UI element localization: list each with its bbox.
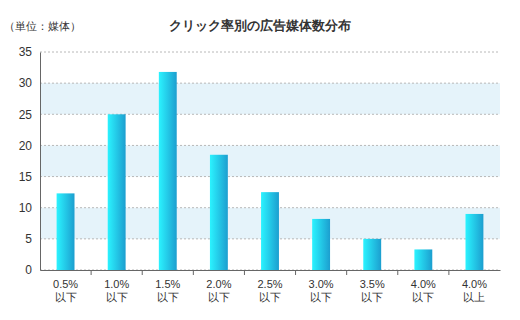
x-tick-label: 3.5%以下	[360, 278, 385, 303]
y-tick: 30	[19, 76, 40, 90]
x-tick-label: 4.0%以上	[462, 278, 487, 303]
y-tick: 25	[19, 108, 40, 122]
category-separator	[397, 270, 398, 275]
bar	[57, 193, 75, 270]
bar	[159, 72, 177, 270]
x-tick: 3.5%以下	[360, 270, 385, 303]
grid	[40, 52, 500, 270]
y-axis-title: （単位：媒体）	[4, 20, 81, 33]
category-separator	[142, 270, 143, 275]
x-tick: 1.0%以下	[104, 270, 129, 303]
y-tick: 5	[25, 232, 40, 246]
y-tick-label: 15	[19, 170, 33, 184]
y-axis: 0 5 10 15 20 25 30 35	[19, 45, 41, 277]
x-tick-label: 4.0%以下	[411, 278, 436, 303]
bar	[312, 219, 330, 270]
category-separators	[91, 270, 449, 275]
y-tick: 35	[19, 45, 40, 59]
y-tick: 0	[25, 263, 40, 277]
x-tick: 1.5%以下	[155, 270, 180, 303]
bar	[414, 249, 432, 270]
y-tick-label: 20	[19, 139, 33, 153]
grid-line	[40, 83, 500, 84]
y-tick-label: 25	[19, 108, 33, 122]
x-tick: 2.0%以下	[206, 270, 231, 303]
y-tick: 10	[19, 201, 40, 215]
x-tick-label: 1.0%以下	[104, 278, 129, 303]
bar	[210, 155, 228, 270]
x-axis-line	[41, 270, 501, 271]
bar	[108, 114, 126, 270]
category-separator	[448, 270, 449, 275]
x-tick-label: 3.0%以下	[309, 278, 334, 303]
y-tick: 15	[19, 170, 40, 184]
category-separator	[193, 270, 194, 275]
y-tick-label: 5	[25, 232, 32, 246]
grid-band	[40, 83, 500, 114]
x-tick: 4.0%以上	[462, 270, 487, 303]
category-separator	[295, 270, 296, 275]
category-separator	[346, 270, 347, 275]
x-tick-label: 2.0%以下	[206, 278, 231, 303]
x-tick: 3.0%以下	[309, 270, 334, 303]
y-tick-label: 0	[25, 263, 32, 277]
x-axis: 0.5%以下 1.0%以下 1.5%以下 2.0%以下 2.5%以下 3.0%以下 3.5%…	[41, 270, 501, 303]
chart: 0 5 10 15 20 25 30 35 0.5%以下 1.0%以下 1.5%以下 2.0%以下 2.…	[0, 0, 520, 320]
y-tick-label: 30	[19, 76, 33, 90]
x-tick-label: 1.5%以下	[155, 278, 180, 303]
plot: 0 5 10 15 20 25 30 35 0.5%以下 1.0%以下 1.5%以下 2.0%以下 2.…	[19, 45, 501, 303]
y-tick-label: 35	[19, 45, 33, 59]
grid-line	[40, 52, 500, 53]
bar	[466, 214, 484, 270]
x-tick: 4.0%以下	[411, 270, 436, 303]
category-separator	[244, 270, 245, 275]
category-separator	[91, 270, 92, 275]
y-axis-line	[40, 53, 41, 271]
x-tick-label: 2.5%以下	[257, 278, 282, 303]
x-tick: 0.5%以下	[53, 270, 78, 303]
title: クリック率別の広告媒体数分布	[169, 18, 351, 33]
y-tick-label: 10	[19, 201, 33, 215]
bar	[363, 239, 381, 270]
x-tick: 2.5%以下	[257, 270, 282, 303]
x-tick-label: 0.5%以下	[53, 278, 78, 303]
bars	[57, 72, 484, 270]
bar	[261, 192, 279, 270]
y-tick: 20	[19, 139, 40, 153]
